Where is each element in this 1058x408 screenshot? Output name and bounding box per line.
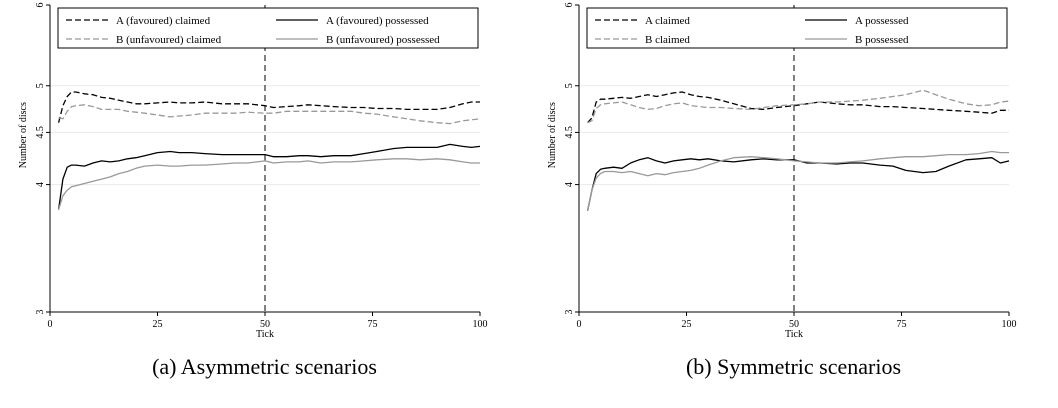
y-tick-label-2: 4.5	[564, 126, 575, 139]
x-tick-label-0: 0	[48, 319, 53, 330]
legend-label-2: A possessed	[855, 15, 909, 27]
caption-symmetric: (b) Symmetric scenarios	[685, 354, 902, 379]
y-tick-label-4: 6	[564, 3, 575, 8]
chart-asymmetric: 3 4 4.5 5 6 0 25 50 75 100 Tick Number of discs A (f…	[18, 3, 488, 341]
x-tick-label-1: 25	[682, 319, 692, 330]
series-line-0	[587, 91, 1009, 124]
panel-symmetric: 3 4 4.5 5 6 0 25 50 75 100 Tick Number of discs A cl…	[529, 0, 1058, 408]
legend-label-1: B claimed	[645, 34, 690, 46]
x-tick-label-4: 100	[473, 319, 488, 330]
x-axis-label: Tick	[785, 329, 803, 340]
series-line-0	[57, 91, 480, 123]
legend-label-3: B possessed	[855, 34, 909, 46]
legend-label-3: B (unfavoured) possessed	[326, 34, 440, 46]
y-axis-label: Number of discs	[547, 102, 558, 168]
legend-box	[57, 7, 479, 49]
legend-box	[586, 7, 1008, 49]
x-tick-label-3: 75	[897, 319, 907, 330]
y-tick-label-3: 5	[564, 83, 575, 88]
y-tick-label-1: 4	[35, 182, 46, 187]
x-tick-label-1: 25	[153, 319, 163, 330]
y-tick-label-0: 3	[35, 310, 46, 315]
panel-asymmetric: 3 4 4.5 5 6 0 25 50 75 100 Tick Number of discs A (f…	[18, 3, 488, 380]
x-tick-label-3: 75	[368, 319, 378, 330]
y-tick-label-2: 4.5	[35, 126, 46, 139]
x-tick-label-2: 50	[789, 319, 799, 330]
x-tick-label-0: 0	[577, 319, 582, 330]
chart-symmetric: 3 4 4.5 5 6 0 25 50 75 100 Tick Number of discs A cl…	[547, 3, 1017, 341]
series-line-1	[58, 104, 481, 125]
y-tick-label-4: 6	[35, 3, 46, 8]
y-tick-label-1: 4	[564, 182, 575, 187]
y-tick-label-0: 3	[564, 310, 575, 315]
y-tick-label-3: 5	[35, 83, 46, 88]
y-axis-label: Number of discs	[18, 102, 29, 168]
series-line-3	[586, 150, 1009, 211]
x-tick-label-2: 50	[260, 319, 270, 330]
caption-asymmetric: (a) Asymmetric scenarios	[152, 354, 377, 379]
legend-label-2: A (favoured) possessed	[326, 15, 429, 27]
legend-label-0: A claimed	[645, 15, 690, 27]
series-line-3	[57, 158, 480, 210]
series-line-1	[587, 89, 1010, 124]
x-tick-label-4: 100	[1002, 319, 1017, 330]
series-line-2	[586, 157, 1010, 211]
series-line-2	[57, 143, 481, 210]
x-axis-label: Tick	[256, 329, 274, 340]
legend-label-1: B (unfavoured) claimed	[116, 34, 222, 46]
legend-label-0: A (favoured) claimed	[116, 15, 211, 27]
